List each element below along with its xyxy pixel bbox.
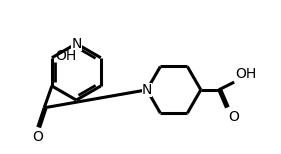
Text: OH: OH <box>235 67 257 81</box>
Text: O: O <box>32 130 43 144</box>
Text: N: N <box>71 37 81 51</box>
Text: O: O <box>228 110 239 124</box>
Text: OH: OH <box>56 49 77 63</box>
Text: N: N <box>142 83 152 97</box>
